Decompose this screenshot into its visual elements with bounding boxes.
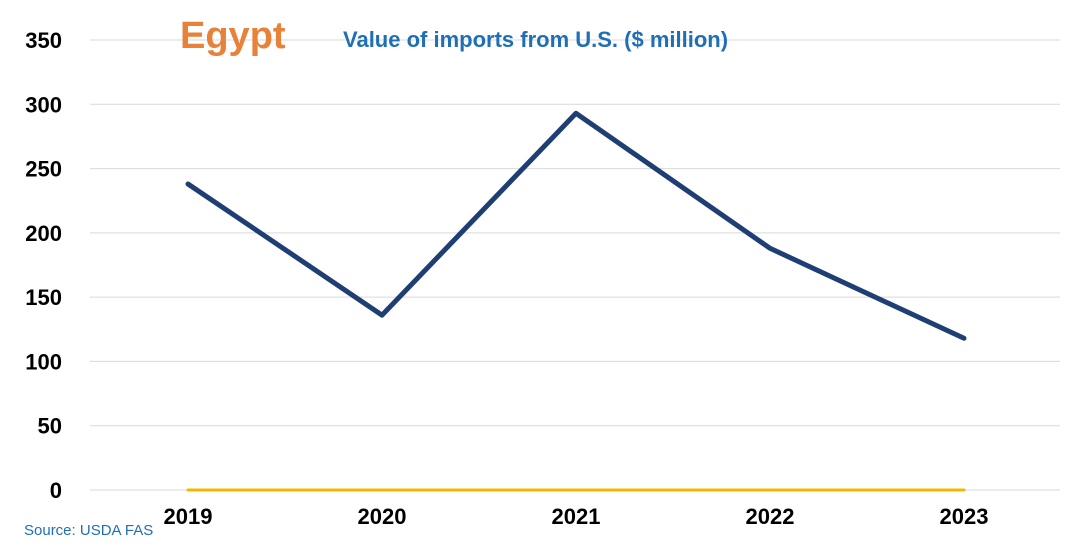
x-tick-label: 2022 — [746, 504, 795, 529]
source-note: Source: USDA FAS — [24, 522, 153, 539]
x-tick-label: 2019 — [164, 504, 213, 529]
x-tick-label: 2023 — [940, 504, 989, 529]
y-tick-label: 300 — [25, 92, 62, 117]
series-lines — [185, 110, 967, 492]
y-tick-label: 0 — [50, 478, 62, 503]
y-tick-label: 350 — [25, 28, 62, 53]
chart-title: Egypt — [180, 15, 286, 57]
y-tick-label: 200 — [25, 221, 62, 246]
x-axis: 2019 2020 2021 2022 2023 — [164, 504, 989, 529]
chart-subtitle: Value of imports from U.S. ($ million) — [343, 27, 728, 52]
y-tick-label: 150 — [25, 285, 62, 310]
series-line-0 — [185, 110, 967, 341]
gridlines — [90, 39, 1060, 491]
y-tick-label: 50 — [38, 414, 62, 439]
y-tick-label: 100 — [25, 349, 62, 374]
x-tick-label: 2020 — [358, 504, 407, 529]
x-tick-label: 2021 — [552, 504, 601, 529]
y-tick-label: 250 — [25, 157, 62, 182]
y-axis: 0 50 100 150 200 250 300 350 — [25, 28, 62, 503]
